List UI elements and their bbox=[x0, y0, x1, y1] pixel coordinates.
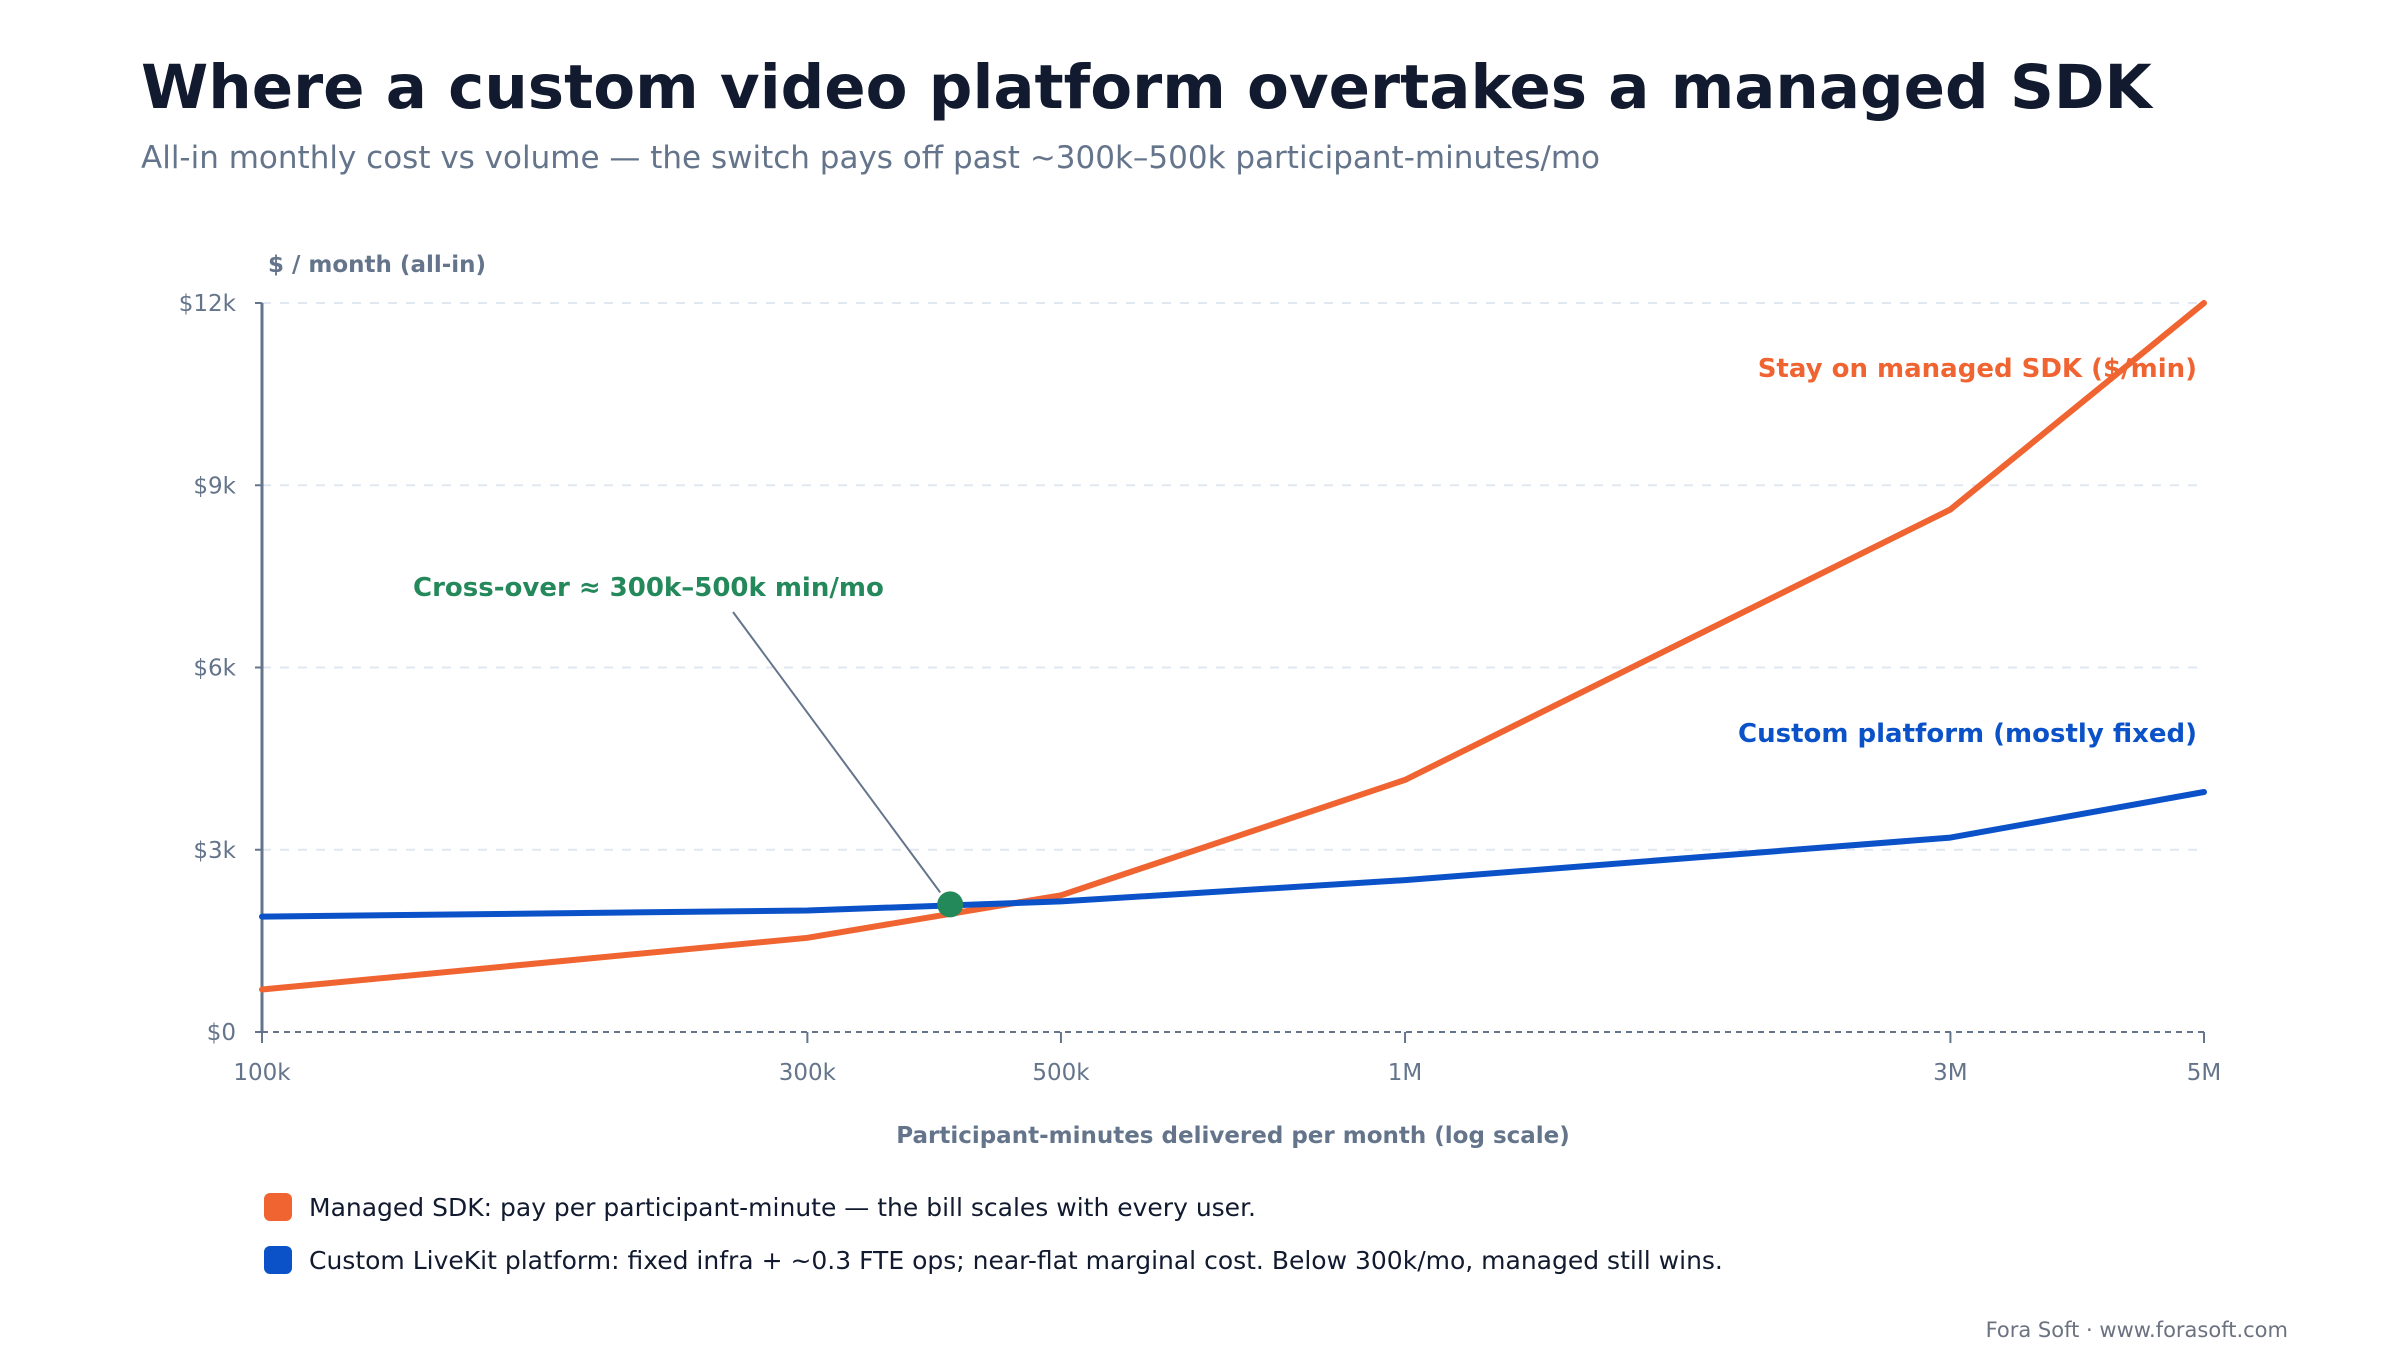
x-tick-label-1M: 1M bbox=[1388, 1060, 1422, 1086]
legend-swatch-custom-platform bbox=[264, 1246, 292, 1274]
series-lines bbox=[259, 300, 2207, 993]
crossover-point bbox=[937, 891, 964, 918]
legend: Managed SDK: pay per participant-minute … bbox=[264, 1190, 1723, 1296]
y-tick-label-$12k: $12k bbox=[179, 291, 237, 317]
y-tick-label-$6k: $6k bbox=[193, 656, 236, 682]
footer-credit: Fora Soft · www.forasoft.com bbox=[1985, 1318, 2288, 1342]
legend-item-custom-platform: Custom LiveKit platform: fixed infra + ~… bbox=[264, 1243, 1723, 1277]
series-line-custom-platform bbox=[259, 789, 2207, 920]
x-axis-ticks: 100k 300k 500k 1M 3M 5M bbox=[233, 1032, 2221, 1086]
legend-text-managed-sdk: Managed SDK: pay per participant-minute … bbox=[309, 1192, 1256, 1222]
x-axis-title: Participant-minutes delivered per month … bbox=[896, 1123, 1570, 1149]
series-line-managed-sdk bbox=[259, 300, 2207, 993]
legend-text-custom-platform: Custom LiveKit platform: fixed infra + ~… bbox=[309, 1245, 1723, 1275]
legend-item-managed-sdk: Managed SDK: pay per participant-minute … bbox=[264, 1190, 1723, 1224]
y-axis-title: $ / month (all-in) bbox=[268, 252, 486, 278]
series-label-managed-sdk: Stay on managed SDK ($/min) bbox=[1758, 354, 2197, 384]
chart-subtitle: All-in monthly cost vs volume — the swit… bbox=[141, 140, 1600, 176]
annotation-leader-line bbox=[732, 611, 941, 894]
y-tick-label-$9k: $9k bbox=[193, 473, 236, 499]
x-tick-label-300k: 300k bbox=[779, 1060, 837, 1086]
x-tick-label-3M: 3M bbox=[1933, 1060, 1967, 1086]
chart-title: Where a custom video platform overtakes … bbox=[141, 52, 2152, 123]
crossover-annotation: Cross-over ≈ 300k–500k min/mo bbox=[413, 573, 884, 603]
y-axis-ticks: $0 $3k $6k $9k $12k bbox=[179, 291, 262, 1046]
y-tick-label-$0: $0 bbox=[207, 1020, 236, 1046]
x-tick-label-100k: 100k bbox=[233, 1060, 291, 1086]
legend-swatch-managed-sdk bbox=[264, 1193, 292, 1221]
series-label-custom-platform: Custom platform (mostly fixed) bbox=[1738, 719, 2197, 749]
x-tick-label-500k: 500k bbox=[1032, 1060, 1090, 1086]
y-tick-label-$3k: $3k bbox=[193, 838, 236, 864]
x-tick-label-5M: 5M bbox=[2187, 1060, 2221, 1086]
